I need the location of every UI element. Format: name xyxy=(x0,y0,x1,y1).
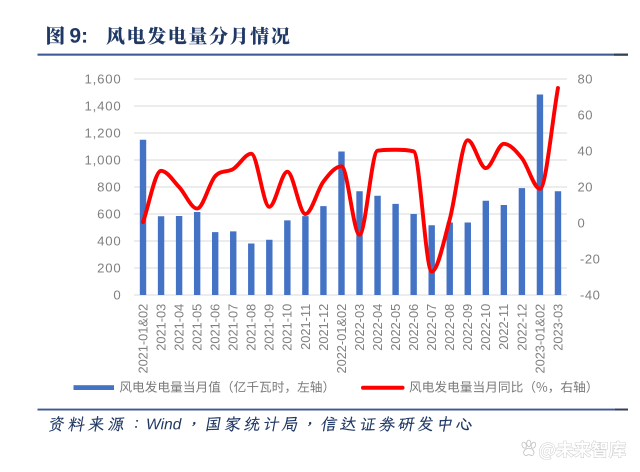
svg-text:2021-06: 2021-06 xyxy=(208,304,223,351)
svg-text:2022-10: 2022-10 xyxy=(478,304,493,351)
svg-text:80: 80 xyxy=(578,72,594,87)
svg-text:60: 60 xyxy=(578,108,594,123)
svg-text:600: 600 xyxy=(97,207,121,222)
svg-text:2021-04: 2021-04 xyxy=(172,304,187,351)
svg-text:-40: -40 xyxy=(580,288,600,303)
svg-text:1,200: 1,200 xyxy=(84,126,121,141)
svg-text:2021-10: 2021-10 xyxy=(280,304,295,351)
svg-text:800: 800 xyxy=(97,180,121,195)
svg-text:2023-01&02: 2023-01&02 xyxy=(532,304,547,374)
svg-text:2022-09: 2022-09 xyxy=(460,304,475,351)
svg-text:2021-01&02: 2021-01&02 xyxy=(135,304,150,374)
svg-text:2021-09: 2021-09 xyxy=(262,304,277,351)
svg-text:2022-08: 2022-08 xyxy=(442,304,457,351)
svg-text:2021-11: 2021-11 xyxy=(298,304,313,350)
svg-text:400: 400 xyxy=(97,234,121,249)
svg-text:1,400: 1,400 xyxy=(84,99,121,114)
svg-text:2022-01&02: 2022-01&02 xyxy=(334,304,349,374)
svg-text:0: 0 xyxy=(578,216,586,231)
svg-text:2021-03: 2021-03 xyxy=(153,304,168,351)
svg-text:1,000: 1,000 xyxy=(84,153,121,168)
svg-text:2022-03: 2022-03 xyxy=(352,304,367,351)
svg-text:2021-07: 2021-07 xyxy=(226,304,241,351)
svg-text:200: 200 xyxy=(97,261,121,276)
svg-text:0: 0 xyxy=(113,288,121,303)
svg-text:1,600: 1,600 xyxy=(84,72,121,87)
svg-text:2022-04: 2022-04 xyxy=(370,304,385,351)
svg-text:2022-05: 2022-05 xyxy=(388,304,403,351)
svg-text:2022-12: 2022-12 xyxy=(514,304,529,351)
svg-text:2021-05: 2021-05 xyxy=(190,304,205,351)
svg-text:-20: -20 xyxy=(580,252,600,267)
svg-text:2021-08: 2021-08 xyxy=(244,304,259,351)
svg-text:2023-03: 2023-03 xyxy=(550,304,565,351)
svg-text:40: 40 xyxy=(578,144,594,159)
svg-text:2021-12: 2021-12 xyxy=(316,304,331,351)
svg-text:2022-06: 2022-06 xyxy=(406,304,421,351)
svg-text:2022-07: 2022-07 xyxy=(424,304,439,351)
svg-text:2022-11: 2022-11 xyxy=(496,304,511,350)
svg-text:20: 20 xyxy=(578,180,594,195)
